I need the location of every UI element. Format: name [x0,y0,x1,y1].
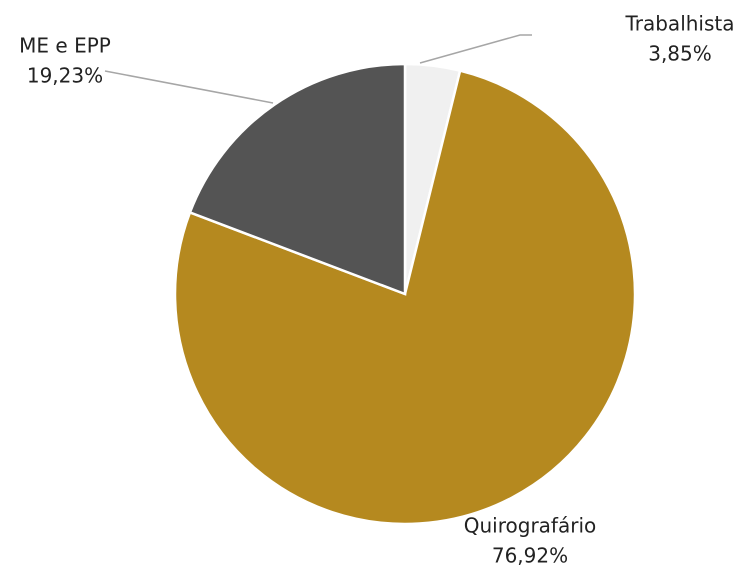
slice-value-label: 3,85% [648,42,712,66]
pie-slice [173,69,637,526]
slice-label: ME e EPP [19,34,111,58]
leader-line [419,34,532,64]
leader-line [104,70,274,104]
slice-label: Quirografário [464,514,596,538]
pie-slice [188,62,407,296]
slice-value-label: 76,92% [492,544,568,566]
labels: Trabalhista 3,85% Quirografário 76,92% ME e … [19,12,734,566]
pie [173,62,637,526]
slice-value-label: 19,23% [27,64,103,88]
slice-label: Trabalhista [624,12,734,36]
